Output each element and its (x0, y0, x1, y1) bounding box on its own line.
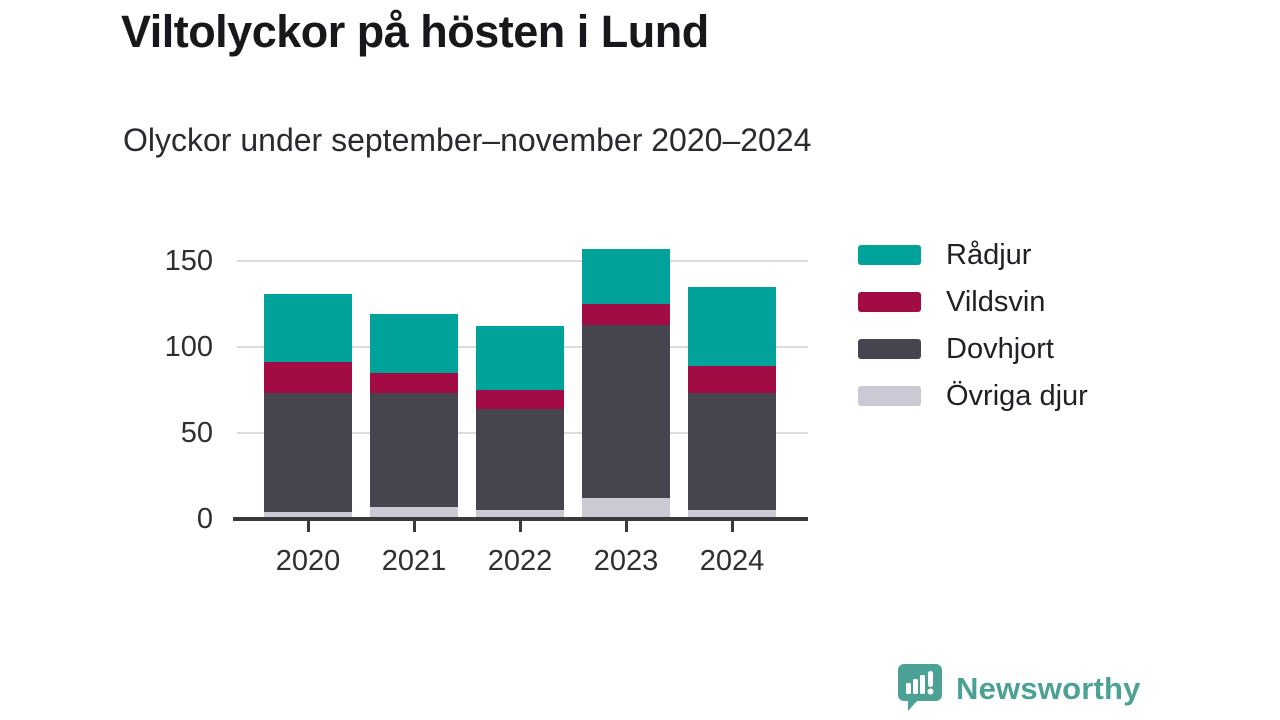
legend-swatch (858, 245, 921, 265)
bar-segment-Dovhjort-2021 (370, 393, 458, 507)
legend-label: Dovhjort (946, 332, 1054, 365)
x-axis-tick (519, 521, 522, 532)
legend-item-Dovhjort: Dovhjort (858, 332, 1088, 366)
x-axis-tick (413, 521, 416, 532)
bar-segment-Övriga djur-2022 (476, 510, 564, 519)
legend-item-Vildsvin: Vildsvin (858, 285, 1088, 319)
bar-segment-Dovhjort-2022 (476, 408, 564, 511)
x-axis-tick-label: 2023 (593, 545, 659, 577)
bar-segment-Övriga djur-2021 (370, 506, 458, 519)
bar-segment-Övriga djur-2023 (582, 498, 670, 519)
bar-segment-Rådjur-2022 (476, 326, 564, 390)
x-axis-tick-label: 2022 (487, 545, 553, 577)
legend-label: Övriga djur (946, 379, 1088, 412)
x-axis-tick (625, 521, 628, 532)
bar-segment-Vildsvin-2023 (582, 303, 670, 325)
bar-segment-Rådjur-2024 (688, 286, 776, 366)
stacked-bar-2021 (370, 314, 458, 519)
bar-segment-Övriga djur-2024 (688, 510, 776, 519)
x-axis-tick-label: 2021 (381, 545, 447, 577)
chart-title: Viltolyckor på hösten i Lund (121, 6, 709, 57)
stacked-bar-2023 (582, 248, 670, 519)
bar-segment-Rådjur-2021 (370, 314, 458, 373)
bar-segment-Dovhjort-2024 (688, 393, 776, 511)
newsworthy-logo: Newsworthy (898, 664, 1141, 712)
x-axis-line (233, 517, 808, 521)
bar-segment-Övriga djur-2020 (264, 512, 352, 519)
brand-name: Newsworthy (956, 671, 1141, 706)
bar-segment-Vildsvin-2024 (688, 365, 776, 394)
legend-label: Vildsvin (946, 285, 1046, 318)
x-axis-tick (307, 521, 310, 532)
bar-segment-Dovhjort-2023 (582, 324, 670, 499)
stacked-bar-2024 (688, 286, 776, 519)
bar-segment-Vildsvin-2022 (476, 389, 564, 409)
x-axis-tick-label: 2020 (275, 545, 341, 577)
legend-swatch (858, 386, 921, 406)
gridline-150 (237, 260, 808, 262)
legend-label: Rådjur (946, 238, 1032, 271)
y-axis-tick-label: 150 (164, 245, 213, 277)
bar-segment-Vildsvin-2020 (264, 362, 352, 394)
stacked-bar-2022 (476, 326, 564, 519)
x-axis-tick-label: 2024 (699, 545, 765, 577)
bar-segment-Rådjur-2020 (264, 293, 352, 363)
y-axis-tick-label: 0 (196, 503, 213, 535)
legend-item-Rådjur: Rådjur (858, 238, 1088, 272)
bar-segment-Rådjur-2023 (582, 248, 670, 304)
legend-swatch (858, 339, 921, 359)
bar-chart-speech-bubble-icon (898, 664, 942, 711)
x-axis-tick (731, 521, 734, 532)
y-axis-tick-label: 100 (164, 331, 213, 363)
bar-segment-Vildsvin-2021 (370, 372, 458, 394)
bar-segment-Dovhjort-2020 (264, 393, 352, 513)
y-axis-tick-label: 50 (180, 417, 213, 449)
stacked-bar-2020 (264, 293, 352, 519)
legend-swatch (858, 292, 921, 312)
chart-subtitle: Olyckor under september–november 2020–20… (123, 122, 812, 158)
legend-item-Övriga djur: Övriga djur (858, 379, 1088, 413)
legend: Rådjur Vildsvin Dovhjort Övriga djur (858, 238, 1088, 426)
